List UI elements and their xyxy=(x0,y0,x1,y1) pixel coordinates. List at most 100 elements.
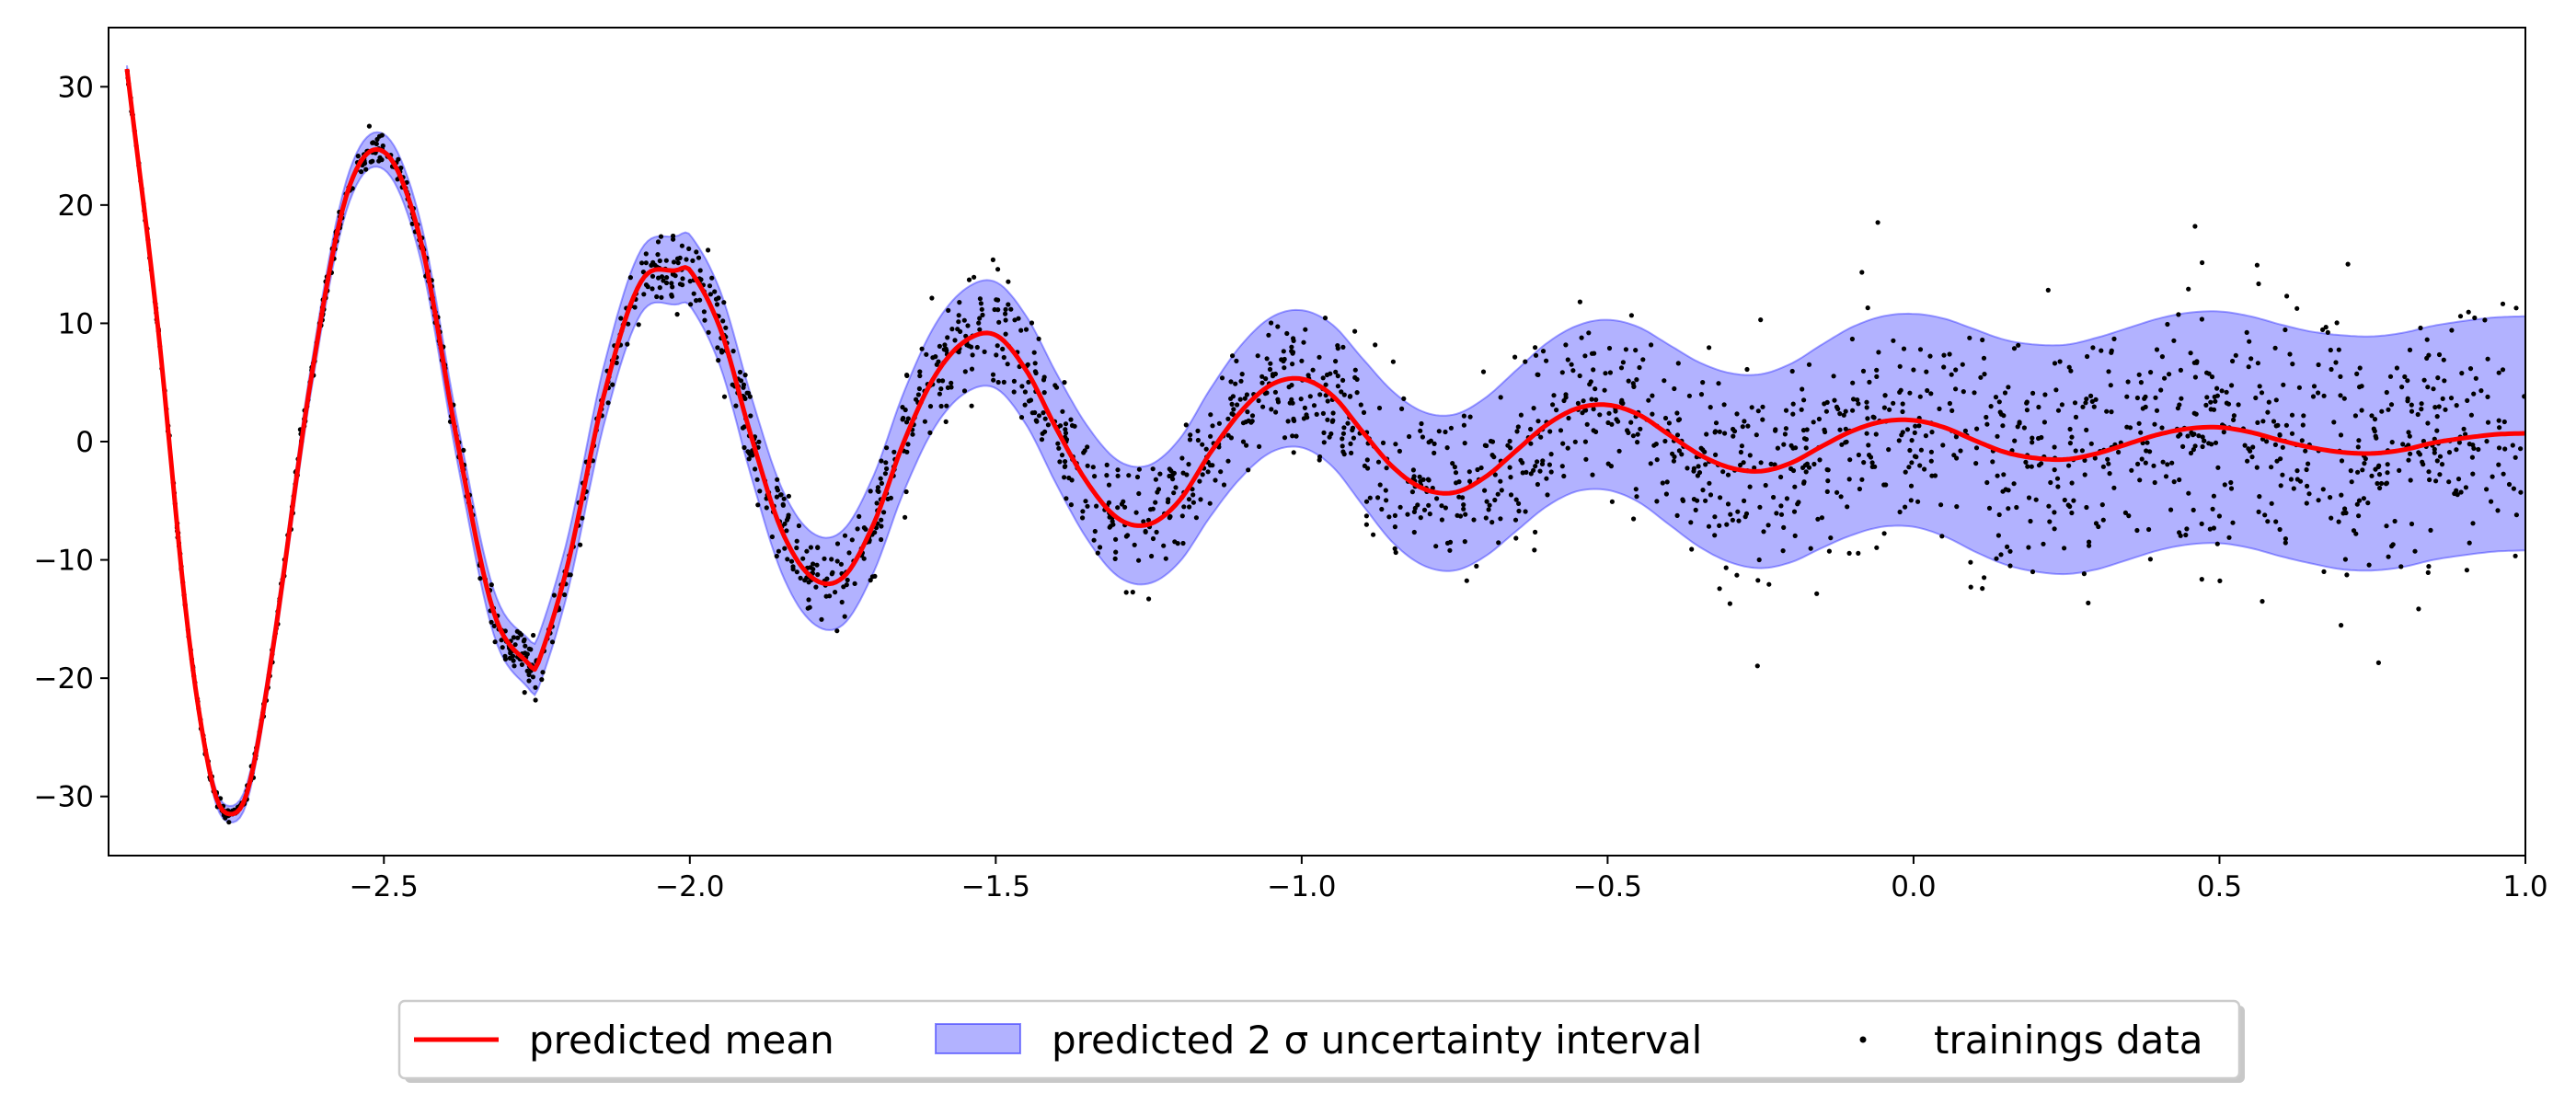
training-data-point xyxy=(2501,419,2507,425)
training-data-point xyxy=(737,369,743,375)
training-data-point xyxy=(995,307,1001,313)
training-data-point xyxy=(1903,504,1908,510)
training-data-point xyxy=(2359,408,2364,413)
training-data-point xyxy=(868,578,873,583)
training-data-point xyxy=(774,553,779,559)
training-data-point xyxy=(1916,423,1922,429)
training-data-point xyxy=(1891,400,1896,406)
training-data-point xyxy=(1273,409,1279,415)
training-data-point xyxy=(1249,413,1256,419)
training-data-point xyxy=(1823,408,1829,414)
training-data-point xyxy=(2147,557,2153,562)
training-data-point xyxy=(2369,413,2375,419)
training-data-point xyxy=(945,335,950,340)
training-data-point xyxy=(1651,443,1657,448)
training-data-point xyxy=(1591,367,1596,373)
training-data-point xyxy=(1104,473,1110,478)
training-data-point xyxy=(883,460,889,466)
training-data-point xyxy=(1761,529,1766,535)
training-data-point xyxy=(1696,464,1701,469)
training-data-point xyxy=(2192,443,2198,449)
training-data-point xyxy=(2188,450,2194,456)
training-data-point xyxy=(2062,497,2067,503)
training-data-point xyxy=(2052,526,2057,532)
training-data-point xyxy=(2378,480,2385,487)
training-data-point xyxy=(976,320,982,326)
training-data-point xyxy=(2192,374,2198,380)
legend-label-predicted-mean: predicted mean xyxy=(529,1018,834,1063)
training-data-point xyxy=(938,403,944,409)
training-data-point xyxy=(1864,405,1869,410)
training-data-point xyxy=(804,548,810,554)
training-data-point xyxy=(1057,459,1063,465)
training-data-point xyxy=(1132,542,1137,547)
training-data-point xyxy=(359,169,364,175)
training-data-point xyxy=(2204,395,2210,400)
training-data-point xyxy=(1538,434,1544,440)
training-data-point xyxy=(1850,380,1856,385)
training-data-point xyxy=(2354,501,2360,507)
training-data-point xyxy=(1837,411,1843,417)
legend-label-trainings-data: trainings data xyxy=(1934,1018,2203,1063)
training-data-point xyxy=(1575,400,1581,406)
training-data-point xyxy=(2250,444,2256,450)
training-data-point xyxy=(781,496,787,501)
training-data-point xyxy=(1609,499,1615,504)
training-data-point xyxy=(680,282,685,288)
training-data-point xyxy=(1345,420,1351,426)
training-data-point xyxy=(2426,469,2432,475)
training-data-point xyxy=(2057,359,2063,364)
training-data-point xyxy=(2042,392,2048,397)
training-data-point xyxy=(1782,431,1788,437)
training-data-point xyxy=(540,670,546,675)
training-data-point xyxy=(1041,374,1047,380)
training-data-point xyxy=(1923,433,1928,439)
training-data-point xyxy=(2145,440,2150,445)
training-data-point xyxy=(757,489,763,494)
training-data-point xyxy=(1188,432,1193,438)
training-data-point xyxy=(1561,397,1567,404)
training-data-point xyxy=(1180,470,1186,476)
training-data-point xyxy=(1041,390,1047,396)
training-data-point xyxy=(1843,408,1848,414)
training-data-point xyxy=(1324,372,1330,378)
training-data-point xyxy=(1216,420,1222,426)
training-data-point xyxy=(905,442,911,447)
training-data-point xyxy=(2210,506,2215,512)
training-data-point xyxy=(1640,357,1646,362)
training-data-point xyxy=(1634,494,1639,500)
training-data-point xyxy=(1350,425,1356,431)
training-data-point xyxy=(2485,356,2490,362)
training-data-point xyxy=(834,628,840,634)
training-data-point xyxy=(1695,498,1700,503)
training-data-point xyxy=(2143,460,2148,466)
training-data-point xyxy=(707,283,713,289)
training-data-point xyxy=(811,561,816,567)
training-data-point xyxy=(2495,508,2501,513)
training-data-point xyxy=(1593,397,1599,403)
training-data-point xyxy=(1725,501,1731,507)
training-data-point xyxy=(2136,420,2142,426)
training-data-point xyxy=(656,275,661,281)
training-data-point xyxy=(2354,371,2360,376)
training-data-point xyxy=(1537,468,1543,474)
training-data-point xyxy=(1383,488,1388,493)
training-data-point xyxy=(671,233,676,239)
training-data-point xyxy=(1240,420,1247,426)
training-data-point xyxy=(1792,533,1798,539)
training-data-point xyxy=(2257,494,2262,500)
training-data-point xyxy=(1897,509,1903,515)
training-data-point xyxy=(1028,397,1034,403)
training-data-point xyxy=(1583,456,1589,462)
training-data-point xyxy=(2248,356,2254,362)
training-data-point xyxy=(1104,462,1110,467)
training-data-point xyxy=(1900,430,1905,435)
training-data-point xyxy=(1623,347,1628,352)
training-data-point xyxy=(1482,488,1488,493)
training-data-point xyxy=(2419,401,2424,407)
training-data-point xyxy=(1528,441,1534,446)
training-data-point xyxy=(834,541,841,546)
training-data-point xyxy=(794,569,799,575)
training-data-point xyxy=(1864,431,1869,436)
training-data-point xyxy=(2260,419,2266,424)
